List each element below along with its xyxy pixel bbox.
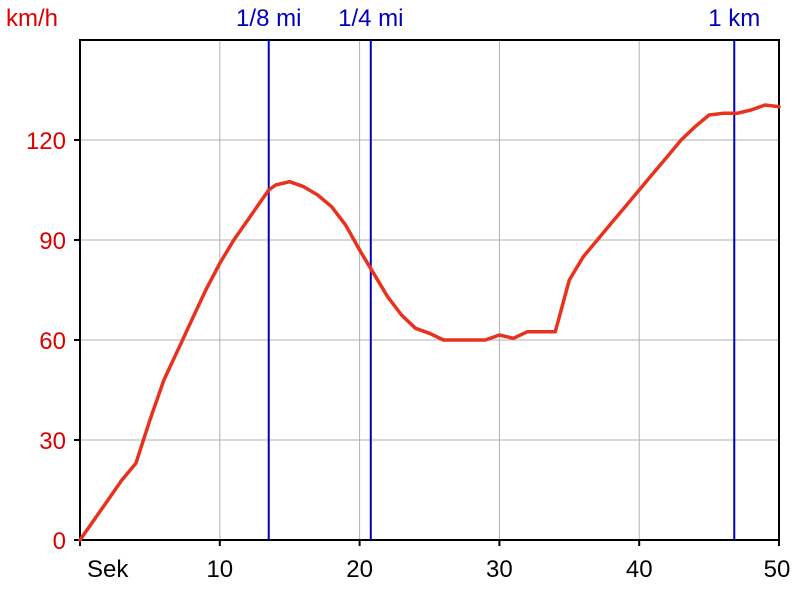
x-axis-label: Sek <box>87 556 129 583</box>
x-tick-labels: 10 20 30 40 50 <box>206 556 790 583</box>
y-tick-label: 30 <box>39 428 66 455</box>
y-tick-label: 120 <box>26 128 66 155</box>
grid-layer <box>74 40 780 546</box>
y-tick-labels: 0 30 60 90 120 <box>26 128 66 555</box>
distance-marker-label: 1/8 mi <box>236 5 301 32</box>
y-tick-label: 60 <box>39 328 66 355</box>
speed-series-line <box>78 103 781 542</box>
x-tick-label: 50 <box>764 556 791 583</box>
x-tick-label: 30 <box>486 556 513 583</box>
marker-layer: 1/8 mi 1/4 mi 1 km <box>236 5 760 540</box>
plot-frame <box>79 39 780 541</box>
x-tick-label: 10 <box>206 556 233 583</box>
y-axis-label: km/h <box>6 5 58 32</box>
x-tick-label: 20 <box>346 556 373 583</box>
x-tick-label: 40 <box>626 556 653 583</box>
y-tick-label: 90 <box>39 228 66 255</box>
distance-marker-label: 1 km <box>708 5 760 32</box>
y-tick-label: 0 <box>53 528 66 555</box>
distance-marker-label: 1/4 mi <box>338 5 403 32</box>
